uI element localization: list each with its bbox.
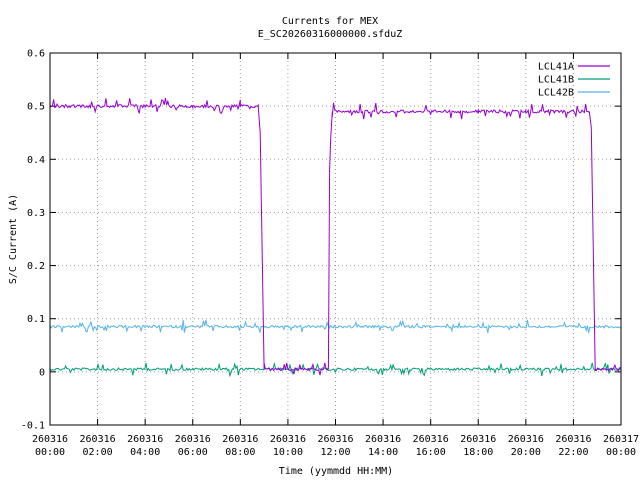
y-tick-label: 0.4 (27, 155, 45, 166)
x-tick-label-time: 04:00 (130, 447, 160, 458)
y-tick-label: -0.1 (21, 421, 45, 432)
x-axis-label: Time (yymmdd HH:MM) (279, 466, 393, 477)
x-tick-label-date: 260316 (317, 434, 353, 445)
x-tick-label-time: 12:00 (320, 447, 350, 458)
x-tick-label-time: 02:00 (83, 447, 113, 458)
legend-label-lcl41a: LCL41A (538, 62, 574, 73)
x-tick-label-date: 260316 (460, 434, 496, 445)
x-tick-label-date: 260316 (127, 434, 163, 445)
x-tick-label-time: 06:00 (178, 447, 208, 458)
x-tick-label-date: 260316 (80, 434, 116, 445)
x-tick-label-time: 00:00 (35, 447, 65, 458)
y-tick-label: 0 (39, 367, 45, 378)
x-tick-label-date: 260316 (365, 434, 401, 445)
x-tick-label-date: 260316 (175, 434, 211, 445)
x-tick-label-time: 08:00 (225, 447, 255, 458)
x-tick-label-date: 260316 (32, 434, 68, 445)
series-line-lcl42b (49, 319, 622, 334)
x-tick-label-time: 14:00 (368, 447, 398, 458)
legend-label-lcl41b: LCL41B (538, 75, 574, 86)
y-tick-label: 0.3 (27, 208, 45, 219)
x-tick-label-time: 00:00 (606, 447, 636, 458)
chart-title: Currents for MEX (282, 16, 378, 27)
y-axis-label: S/C Current (A) (8, 194, 19, 284)
chart-subtitle: E_SC20260316000000.sfduZ (258, 29, 403, 40)
x-tick-label-time: 10:00 (273, 447, 303, 458)
x-tick-label-time: 20:00 (511, 447, 541, 458)
series-lines (49, 97, 622, 378)
plot-frame (49, 52, 622, 426)
series-line-lcl41b (49, 361, 622, 378)
x-tick-label-date: 260316 (222, 434, 258, 445)
legend-label-lcl42b: LCL42B (538, 88, 574, 99)
axis-ticks: -0.1 0 0.1 0.2 0.3 0.4 0.5 0.6 260316 00:00 260316… (21, 49, 639, 459)
y-tick-label: 0.5 (27, 102, 45, 113)
x-tick-label-time: 18:00 (463, 447, 493, 458)
x-tick-label-date: 260316 (270, 434, 306, 445)
x-tick-label-date: 260317 (603, 434, 639, 445)
legend: LCL41A LCL41B LCL42B (538, 62, 610, 99)
series-line-lcl41a (49, 97, 622, 376)
x-tick-label-date: 260316 (413, 434, 449, 445)
y-tick-label: 0.1 (27, 314, 45, 325)
y-tick-label: 0.6 (27, 49, 45, 60)
y-tick-label: 0.2 (27, 261, 45, 272)
x-tick-label-time: 22:00 (558, 447, 588, 458)
x-tick-label-time: 16:00 (416, 447, 446, 458)
x-tick-label-date: 260316 (555, 434, 591, 445)
x-tick-label-date: 260316 (508, 434, 544, 445)
